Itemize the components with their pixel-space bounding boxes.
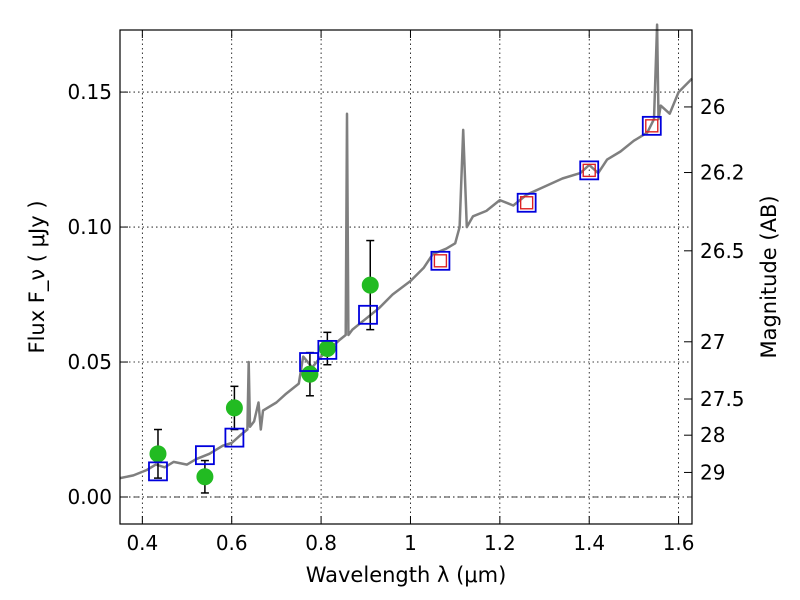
nir-flux-square (582, 163, 596, 178)
model-spectrum-line (119, 23, 693, 480)
x-axis-label: Wavelength λ (μm) (306, 563, 507, 587)
x-tick-label: 0.8 (305, 531, 337, 555)
magnitude-tick-label: 27 (700, 330, 725, 354)
model-flux-square (641, 115, 662, 136)
y-tick-label: 0.05 (67, 350, 112, 374)
magnitude-tick-label: 26.2 (700, 161, 745, 185)
x-tick-label: 1 (404, 531, 417, 555)
y-axis-label: Flux F_ν ( μJy ) (25, 200, 50, 353)
model-flux-square (148, 461, 168, 482)
x-tick-label: 1.2 (484, 531, 516, 555)
magnitude-tick-label: 29 (700, 460, 725, 484)
x-tick-label: 1.4 (573, 531, 605, 555)
model-flux-square (430, 250, 451, 271)
model-flux-square (358, 304, 378, 325)
observed-flux-point (149, 445, 167, 463)
ticks-layer: 0.4 0.6 0.8 1 1.2 1.4 1.6 0.00 0.05 0.10 0.15 26 26.… (67, 30, 745, 555)
observed-flux-point (301, 365, 319, 383)
observed-flux-point (225, 399, 243, 417)
grid-layer (120, 30, 692, 524)
nir-flux-square (519, 196, 534, 210)
x-tick-label: 1.6 (663, 531, 695, 555)
model-flux-square (224, 427, 245, 448)
y-tick-label: 0.10 (67, 215, 112, 239)
x-tick-label: 0.6 (216, 531, 248, 555)
observed-flux-point (318, 340, 336, 358)
y-tick-label: 0.00 (67, 485, 112, 509)
marks-layer (148, 115, 662, 494)
magnitude-tick-label: 26.5 (700, 239, 745, 263)
model-flux-square (579, 160, 600, 181)
nir-flux-square (433, 254, 448, 268)
observed-flux-point (361, 276, 379, 294)
plot-frame (119, 29, 693, 525)
model-flux-square (195, 445, 215, 466)
nir-flux-square (645, 119, 659, 133)
magnitude-tick-label: 26 (700, 95, 725, 119)
magnitude-axis-label: Magnitude (AB) (757, 195, 781, 358)
model-flux-square (516, 192, 537, 213)
model-flux-square (317, 339, 338, 360)
observed-flux-point (196, 468, 214, 486)
magnitude-tick-label: 28 (700, 423, 725, 447)
model-flux-square (299, 352, 319, 372)
y-tick-label: 0.15 (67, 80, 112, 104)
x-tick-label: 0.4 (126, 531, 158, 555)
magnitude-tick-label: 27.5 (700, 387, 745, 411)
